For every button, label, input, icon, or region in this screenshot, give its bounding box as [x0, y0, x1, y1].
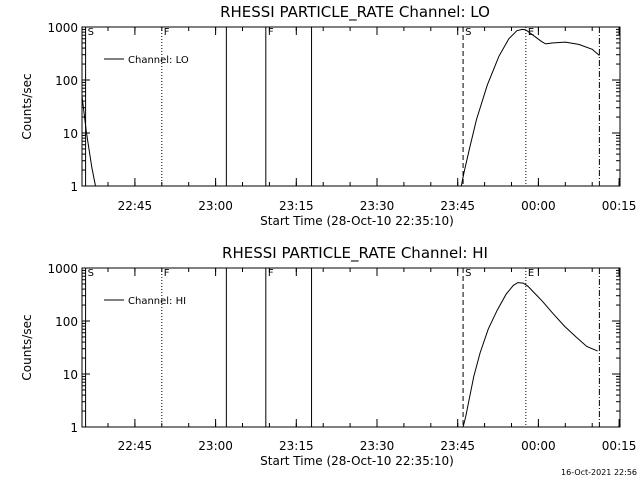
x-tick-label: 23:00 — [198, 199, 233, 213]
legend-label: Channel: HI — [128, 296, 186, 307]
y-tick-label: 100 — [55, 74, 78, 88]
event-marker-label: S — [88, 27, 94, 38]
y-tick-label: 10 — [63, 127, 78, 141]
event-marker-label: S — [465, 27, 471, 38]
x-tick-label: 23:00 — [198, 439, 233, 453]
x-axis-label: Start Time (28-Oct-10 22:35:10) — [260, 214, 454, 228]
x-tick-label: 23:30 — [360, 199, 395, 213]
x-axis-label: Start Time (28-Oct-10 22:35:10) — [260, 454, 454, 468]
footer-timestamp: 16-Oct-2021 22:56 — [561, 468, 637, 477]
series-line — [81, 95, 96, 187]
series-line — [462, 282, 598, 428]
y-tick-label: 1000 — [47, 262, 78, 276]
plot-frame — [81, 26, 621, 187]
x-tick-label: 00:00 — [521, 439, 556, 453]
x-tick-label: 23:15 — [279, 439, 314, 453]
y-axis-label: Counts/sec — [20, 73, 34, 139]
legend-label: Channel: LO — [128, 55, 189, 66]
event-marker-label: E — [528, 268, 534, 279]
event-marker-label: E — [528, 27, 534, 38]
event-marker-label: S — [465, 268, 471, 279]
event-marker-label: F — [268, 27, 274, 38]
x-tick-label: 00:15 — [602, 439, 637, 453]
x-tick-label: 00:00 — [521, 199, 556, 213]
series-line — [460, 28, 600, 187]
event-marker-label: F — [164, 268, 170, 279]
chart-panel-1: RHESSI PARTICLE_RATE Channel: LO Start Ti… — [20, 3, 636, 228]
y-tick-label: 1 — [70, 180, 78, 194]
y-tick-label: 10 — [63, 368, 78, 382]
x-tick-label: 22:45 — [118, 439, 153, 453]
x-tick-label: 23:15 — [279, 199, 314, 213]
event-marker-label: S — [88, 268, 94, 279]
chart-title: RHESSI PARTICLE_RATE Channel: LO — [220, 3, 490, 22]
y-tick-label: 1 — [70, 421, 78, 435]
y-axis-label: Counts/sec — [20, 314, 34, 380]
y-tick-label: 1000 — [47, 21, 78, 35]
plot-frame — [81, 267, 621, 428]
x-tick-label: 23:45 — [440, 199, 475, 213]
chart-panel-2: RHESSI PARTICLE_RATE Channel: HI Start Ti… — [20, 244, 636, 468]
x-tick-label: 23:45 — [440, 439, 475, 453]
event-marker-label: F — [164, 27, 170, 38]
x-tick-label: 23:30 — [360, 439, 395, 453]
x-tick-label: 22:45 — [118, 199, 153, 213]
chart-title: RHESSI PARTICLE_RATE Channel: HI — [222, 244, 488, 263]
y-tick-label: 100 — [55, 315, 78, 329]
x-tick-label: 00:15 — [602, 199, 637, 213]
event-marker-label: F — [268, 268, 274, 279]
